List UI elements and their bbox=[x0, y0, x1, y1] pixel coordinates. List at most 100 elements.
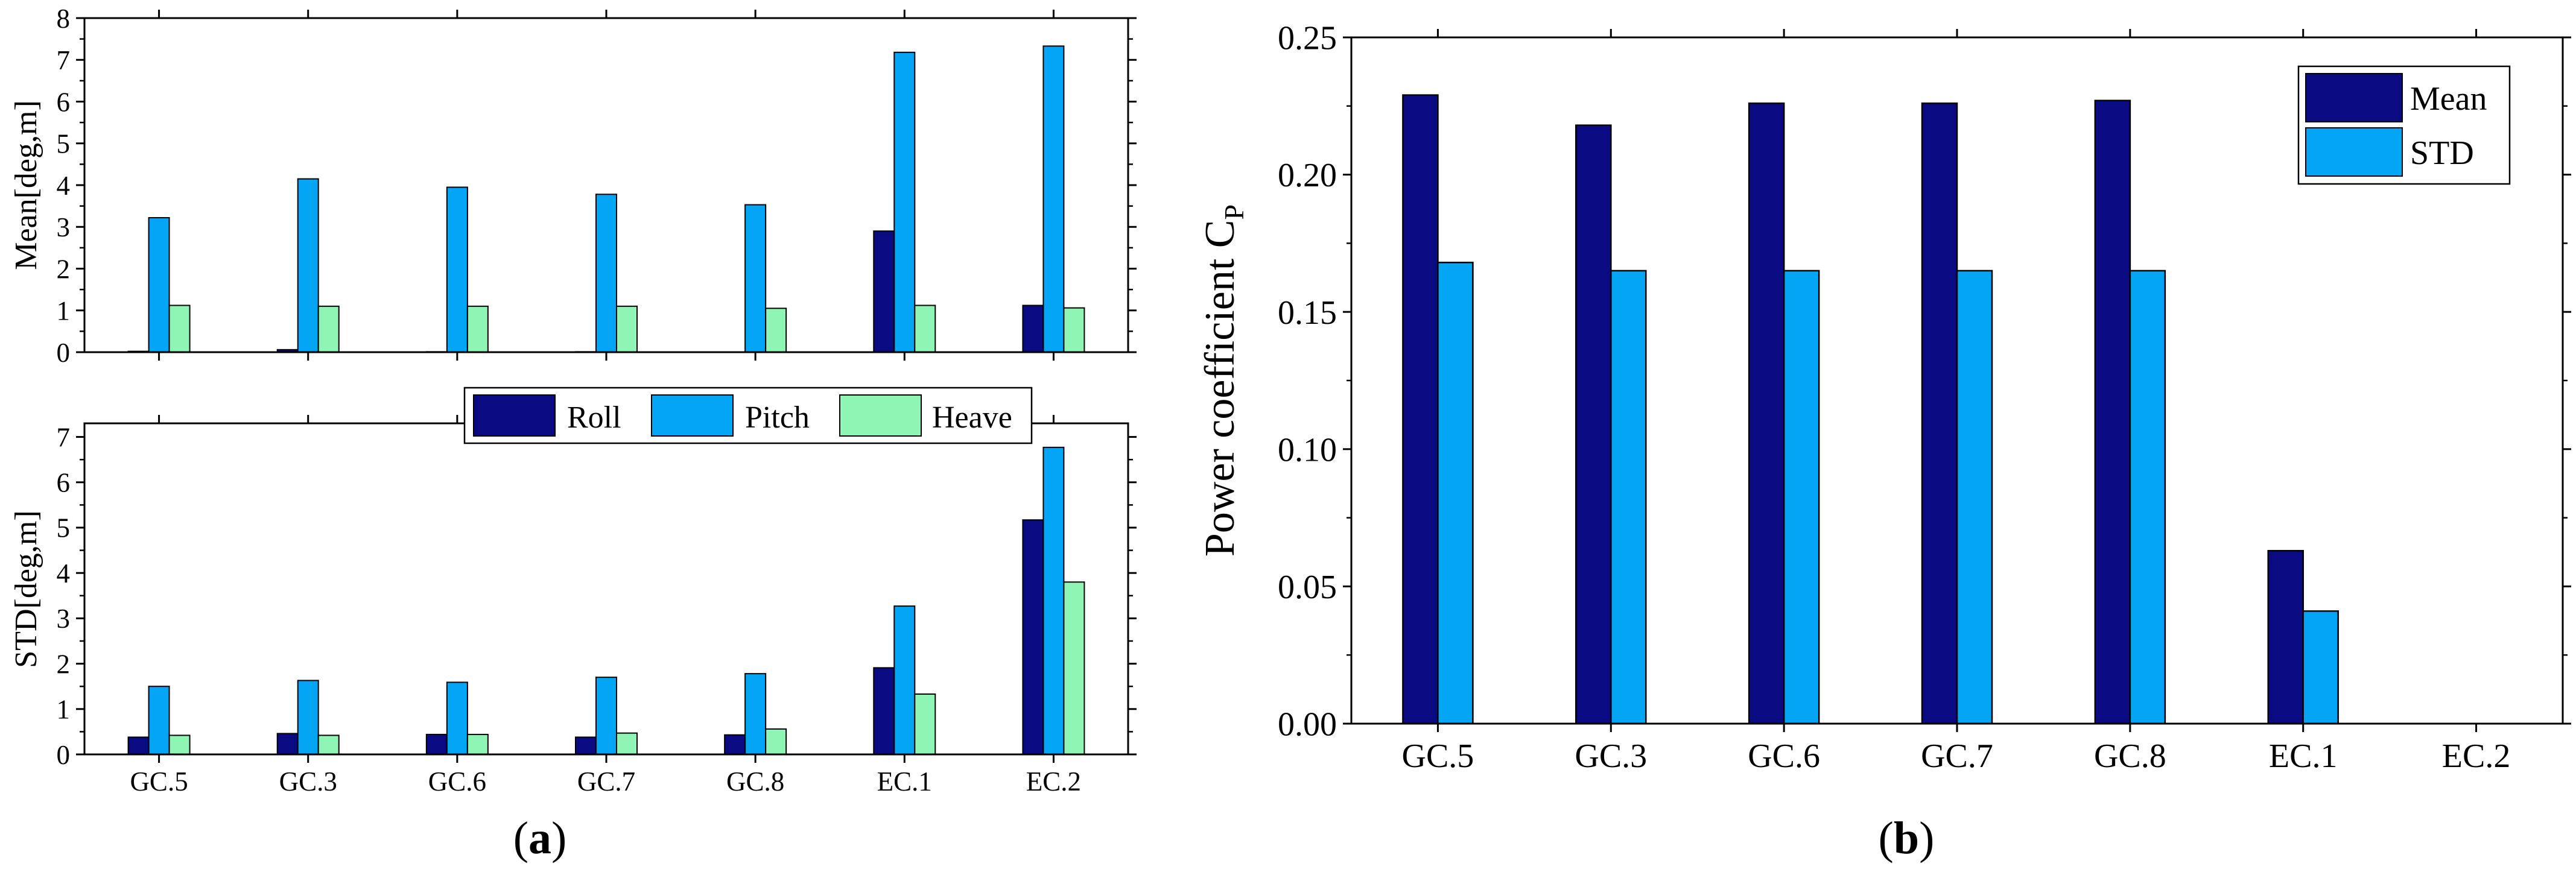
panel-a-x-tick-labels: GC.5 GC.3 GC.6 GC.7 GC.8 EC.1 EC.2 bbox=[130, 766, 1081, 797]
power-bar-std-gc-3 bbox=[1610, 270, 1647, 725]
mean-bar-pitch-gc-3 bbox=[297, 178, 319, 353]
power-ytick-label: 0.05 bbox=[1278, 569, 1337, 606]
power-bar-std-gc-7 bbox=[1956, 270, 1993, 725]
mean-ytick-label: 2 bbox=[57, 254, 71, 284]
std-ytick-label: 6 bbox=[57, 468, 71, 498]
mean-bar-heave-gc-7 bbox=[616, 305, 638, 353]
std-bar-heave-gc-8 bbox=[765, 728, 787, 755]
power-bar-mean-gc-3 bbox=[1575, 124, 1612, 725]
legend-swatch-pitch bbox=[651, 394, 734, 437]
power-bar-mean-gc-7 bbox=[1921, 102, 1958, 725]
mean-bar-heave-gc-5 bbox=[168, 305, 191, 353]
mean-bar-pitch-gc-6 bbox=[446, 186, 468, 353]
legend-swatch-heave bbox=[839, 394, 922, 437]
panel-label-b: (b) bbox=[1879, 813, 1935, 864]
std-chart: 0 1 2 3 4 5 6 7 GC.5 GC.3 GC.6 GC.7 GC.8 EC.1 EC.2 ST… bbox=[9, 387, 1137, 864]
mean-ytick-label: 8 bbox=[57, 4, 71, 34]
mean-bar-roll-ec-2 bbox=[1022, 305, 1044, 353]
std-bar-roll-gc-8 bbox=[724, 734, 746, 755]
mean-bar-pitch-ec-1 bbox=[893, 51, 916, 353]
panel-label-b-letter: b bbox=[1894, 813, 1919, 864]
mean-y-axis-label: Mean[deg,m] bbox=[9, 100, 43, 270]
mean-chart: 0 1 2 3 4 5 6 7 8 Mean[deg,m] bbox=[9, 4, 1137, 368]
power-ytick-label: 0.15 bbox=[1278, 294, 1337, 332]
mean-bar-heave-ec-1 bbox=[914, 305, 936, 353]
std-bar-roll-ec-2 bbox=[1022, 519, 1044, 755]
std-bar-pitch-ec-2 bbox=[1042, 446, 1065, 755]
legend-swatch-mean bbox=[2305, 73, 2403, 122]
power-bar-mean-gc-5 bbox=[1402, 94, 1439, 725]
std-ytick-label: 0 bbox=[57, 740, 71, 770]
std-bar-heave-gc-5 bbox=[168, 734, 191, 755]
std-bar-heave-gc-3 bbox=[317, 734, 340, 755]
std-bars bbox=[127, 446, 1085, 756]
x-tick-label-gc-7: GC.7 bbox=[577, 766, 635, 797]
std-bar-pitch-gc-5 bbox=[148, 686, 170, 755]
mean-y-ticks: 0 1 2 3 4 5 6 7 8 bbox=[57, 4, 1137, 368]
legend-label-heave: Heave bbox=[932, 400, 1012, 435]
std-bar-heave-ec-1 bbox=[914, 693, 936, 755]
power-y-axis-label: Power coefficient CP bbox=[1197, 204, 1249, 557]
mean-ytick-label: 7 bbox=[57, 45, 71, 75]
mean-bar-pitch-gc-5 bbox=[148, 217, 170, 353]
legend-label-roll: Roll bbox=[567, 400, 621, 435]
power-ytick-label: 0.10 bbox=[1278, 431, 1337, 469]
panel-label-a: (a) bbox=[513, 813, 567, 864]
mean-bar-heave-gc-8 bbox=[765, 308, 787, 353]
power-y-axis-label-main: Power coefficient C bbox=[1197, 220, 1243, 557]
x-tick-label-gc-5: GC.5 bbox=[130, 766, 188, 797]
std-ytick-label: 1 bbox=[57, 695, 71, 725]
panel-label-a-letter: a bbox=[528, 813, 551, 864]
mean-ytick-label: 5 bbox=[57, 129, 71, 159]
power-y-axis-label-sub: P bbox=[1219, 204, 1249, 220]
x-tick-label-gc-7: GC.7 bbox=[1921, 738, 1993, 775]
power-y-ticks: 0.00 0.05 0.10 0.15 0.20 0.25 bbox=[1278, 20, 2571, 744]
power-bar-std-gc-5 bbox=[1437, 262, 1474, 725]
power-bar-std-gc-8 bbox=[2129, 270, 2166, 725]
x-tick-label-ec-1: EC.1 bbox=[2269, 738, 2338, 775]
legend-swatch-std bbox=[2305, 127, 2403, 177]
power-ytick-label: 0.25 bbox=[1278, 20, 1337, 57]
std-ytick-label: 3 bbox=[57, 604, 71, 634]
x-tick-label-gc-3: GC.3 bbox=[1575, 738, 1647, 775]
power-bar-mean-ec-1 bbox=[2267, 549, 2304, 725]
x-tick-label-ec-2: EC.2 bbox=[1026, 766, 1081, 797]
legend-a-frame bbox=[463, 387, 1033, 444]
mean-ytick-label: 6 bbox=[57, 87, 71, 117]
std-ytick-label: 4 bbox=[57, 558, 71, 589]
legend-label-mean: Mean bbox=[2410, 80, 2487, 118]
mean-ytick-label: 0 bbox=[57, 338, 71, 368]
std-ytick-label: 7 bbox=[57, 422, 71, 452]
std-bar-pitch-gc-6 bbox=[446, 681, 468, 756]
panel-b-x-tick-labels: GC.5 GC.3 GC.6 GC.7 GC.8 EC.1 EC.2 bbox=[1402, 738, 2511, 775]
mean-ytick-label: 4 bbox=[57, 171, 71, 201]
std-y-axis-label: STD[deg,m] bbox=[9, 510, 43, 668]
std-bar-roll-gc-5 bbox=[127, 736, 150, 755]
power-ytick-label: 0.20 bbox=[1278, 157, 1337, 194]
power-bar-std-gc-6 bbox=[1783, 270, 1820, 725]
std-ytick-label: 2 bbox=[57, 649, 71, 679]
mean-bar-heave-gc-3 bbox=[317, 305, 340, 353]
mean-bar-roll-ec-1 bbox=[873, 230, 895, 353]
power-bars bbox=[1402, 94, 2339, 725]
std-bar-heave-ec-2 bbox=[1063, 581, 1085, 755]
std-bar-pitch-ec-1 bbox=[893, 605, 916, 755]
power-coefficient-chart: 0.00 0.05 0.10 0.15 0.20 0.25 GC.5 GC.3 GC.6 GC.… bbox=[1197, 20, 2571, 864]
std-bar-roll-gc-6 bbox=[425, 733, 448, 755]
legend-b: Mean STD bbox=[2297, 65, 2511, 185]
mean-bar-pitch-ec-2 bbox=[1042, 45, 1065, 353]
x-tick-label-gc-6: GC.6 bbox=[1748, 738, 1820, 775]
std-bar-pitch-gc-8 bbox=[744, 673, 767, 756]
mean-ytick-label: 1 bbox=[57, 296, 71, 326]
x-tick-label-gc-8: GC.8 bbox=[2094, 738, 2166, 775]
power-bar-std-ec-1 bbox=[2302, 610, 2339, 725]
x-tick-label-gc-6: GC.6 bbox=[428, 766, 486, 797]
std-bar-roll-gc-7 bbox=[575, 736, 597, 755]
x-tick-label-ec-1: EC.1 bbox=[877, 766, 932, 797]
mean-bar-pitch-gc-8 bbox=[744, 204, 767, 353]
x-tick-label-gc-5: GC.5 bbox=[1402, 738, 1474, 775]
power-ytick-label: 0.00 bbox=[1278, 706, 1337, 744]
x-tick-label-gc-3: GC.3 bbox=[279, 766, 337, 797]
std-bar-roll-ec-1 bbox=[873, 667, 895, 756]
